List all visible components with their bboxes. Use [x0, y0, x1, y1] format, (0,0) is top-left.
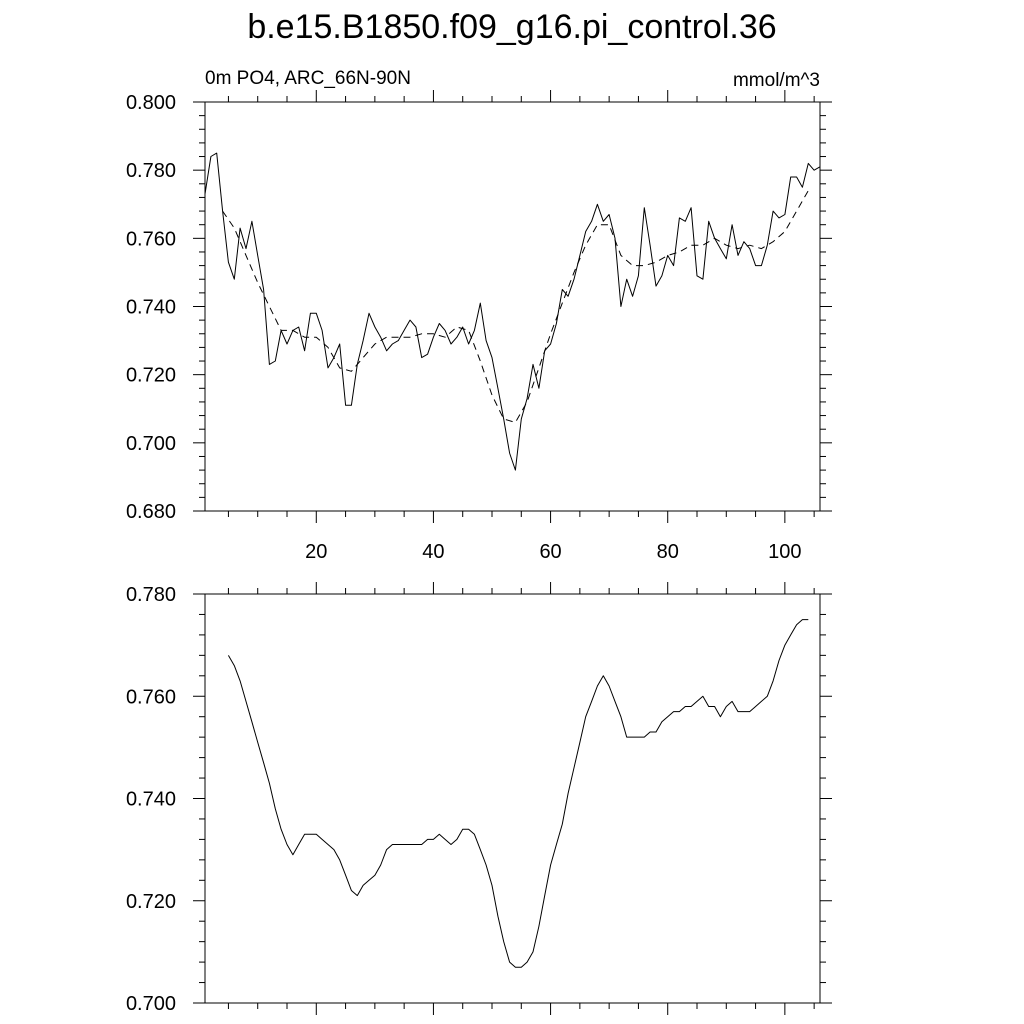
top-panel: 20 40 60 80 100 0.680 0.700 0.720 0.740 0.760 0.78… [126, 90, 832, 563]
y-tick-label: 0.740 [126, 297, 176, 319]
y-tick-label: 0.720 [126, 891, 176, 913]
y-tick-label: 0.700 [126, 993, 176, 1015]
y-tick-label: 0.740 [126, 789, 176, 811]
bottom-plot-frame [204, 593, 821, 1004]
x-tick-label: 100 [768, 541, 801, 563]
y-tick-label: 0.760 [126, 686, 176, 708]
series-line-dashed [222, 190, 809, 423]
chart-units-label: mmol/m^3 [733, 70, 820, 91]
chart-subtitle-left: 0m PO4, ARC_66N-90N [205, 68, 411, 89]
top-series [204, 152, 821, 471]
y-tick-label: 0.780 [126, 584, 176, 606]
series-line-solid [204, 152, 821, 471]
y-tick-label: 0.780 [126, 160, 176, 182]
bottom-ticks: 0.700 0.720 0.740 0.760 0.780 [126, 582, 832, 1015]
y-tick-label: 0.700 [126, 433, 176, 455]
y-tick-label: 0.760 [126, 228, 176, 250]
series-line-solid [227, 619, 809, 968]
x-tick-label: 40 [422, 541, 444, 563]
y-tick-label: 0.680 [126, 501, 176, 523]
y-tick-label: 0.720 [126, 365, 176, 387]
chart-title: b.e15.B1850.f09_g16.pi_control.36 [247, 8, 776, 46]
bottom-series [227, 619, 809, 968]
y-tick-label: 0.800 [126, 92, 176, 114]
x-tick-label: 60 [539, 541, 561, 563]
top-plot-frame [204, 101, 821, 512]
top-ticks: 20 40 60 80 100 0.680 0.700 0.720 0.740 0.760 0.78… [126, 90, 832, 563]
x-tick-label: 20 [305, 541, 327, 563]
x-tick-label: 80 [657, 541, 679, 563]
bottom-panel: 0.700 0.720 0.740 0.760 0.780 [126, 582, 832, 1015]
